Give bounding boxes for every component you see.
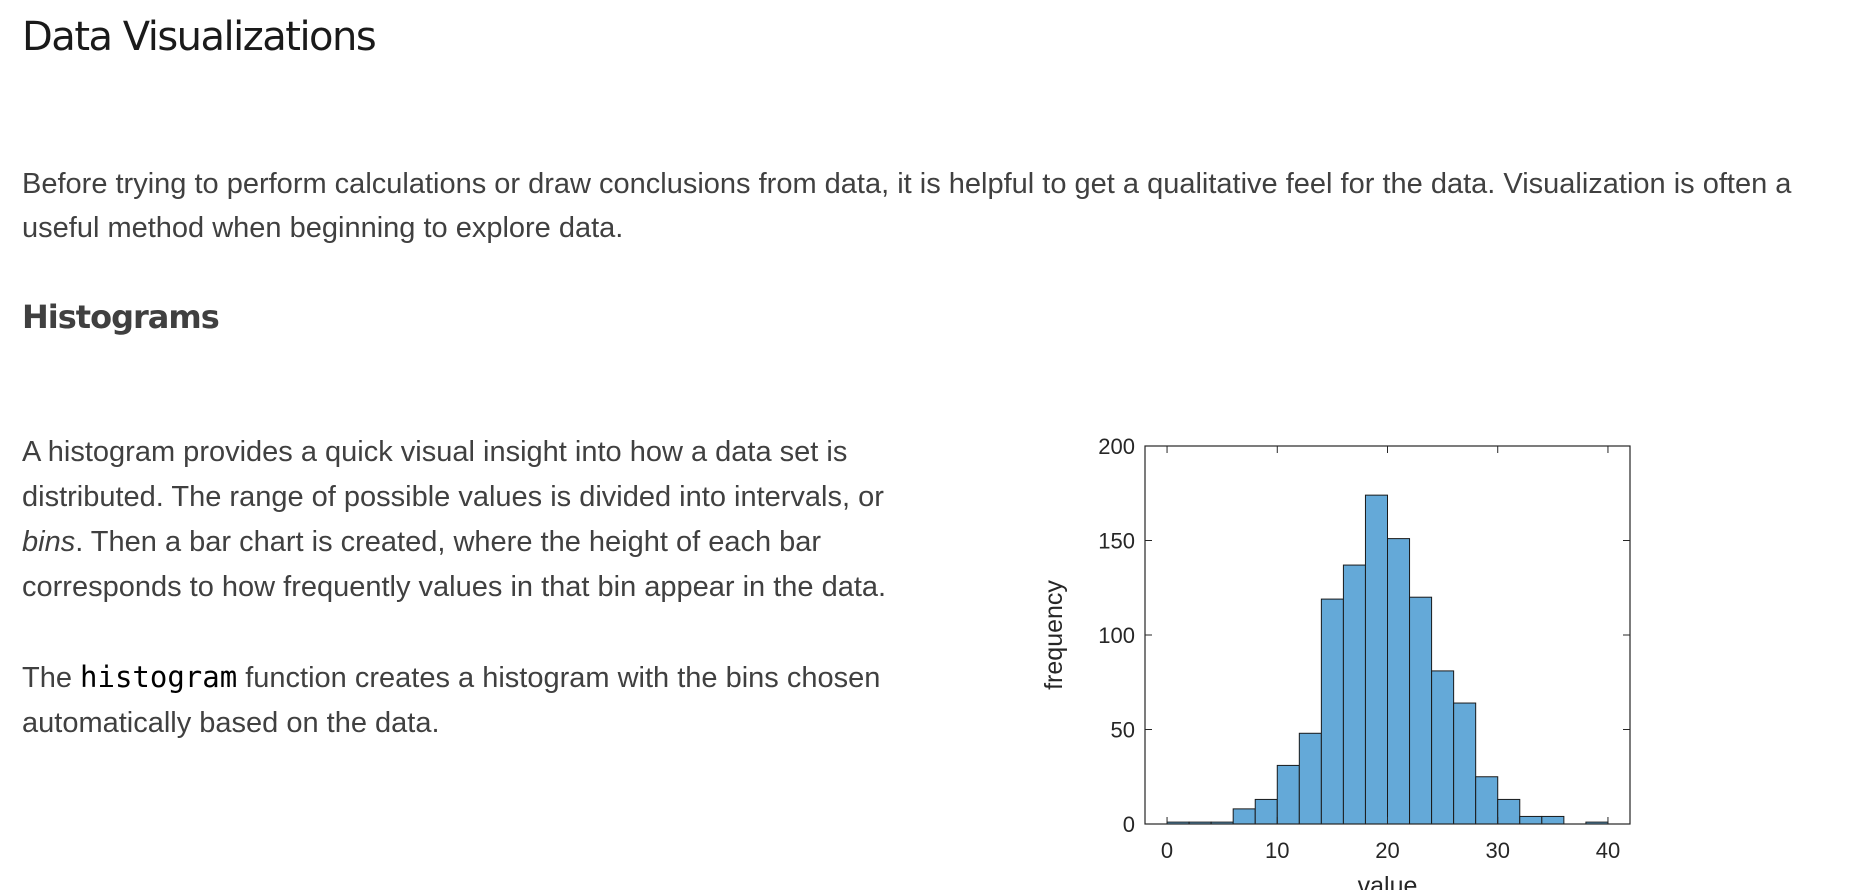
histogram-function-code: histogram [80,660,238,694]
y-tick-label: 100 [1098,623,1135,648]
para2-text-end: function creates a histogram with the bi… [22,662,881,739]
histogram-bar [1453,702,1477,825]
histogram-description: A histogram provides a quick visual insi… [22,430,942,746]
y-axis-label: frequency [1040,580,1068,690]
histogram-bar [1320,598,1344,825]
histogram-paragraph: A histogram provides a quick visual insi… [22,430,942,610]
histogram-bar [1298,732,1322,825]
histogram-function-paragraph: The histogram function creates a histogr… [22,655,942,746]
x-axis-label: value [1358,872,1418,890]
y-tick-label: 50 [1111,718,1135,743]
x-tick-label: 30 [1485,838,1509,863]
histogram-bar [1475,776,1499,825]
bars-layer [1166,494,1609,825]
y-tick-label: 0 [1123,812,1135,837]
section-title-histograms: Histograms [22,298,220,336]
histogram-bar [1387,538,1411,825]
histogram-chart: 0 10 20 30 40 0 50 100 150 200 value frequency [1040,434,1631,890]
para1-text-end: . Then a bar chart is created, where the… [22,526,887,603]
histogram-bar [1342,564,1366,825]
histogram-bar [1431,670,1455,825]
histogram-bar [1364,494,1389,825]
histogram-bar [1276,764,1300,825]
histogram-figure: 0 10 20 30 40 0 50 100 150 200 value frequency [1025,400,1635,890]
x-tick-label: 40 [1596,838,1620,863]
intro-paragraph: Before trying to perform calculations or… [22,168,1792,244]
para1-text-start: A histogram provides a quick visual insi… [22,436,884,513]
histogram-bar [1497,798,1521,825]
histogram-bar [1232,808,1256,825]
page-title: Data Visualizations [22,14,377,60]
y-tick-label: 200 [1098,434,1135,459]
ticks-layer: 0 10 20 30 40 0 50 100 150 200 [1098,434,1630,863]
x-tick-label: 0 [1161,838,1173,863]
histogram-bar [1541,815,1565,825]
para2-text-start: The [22,662,81,694]
histogram-bar [1409,596,1433,825]
x-tick-label: 10 [1265,838,1289,863]
y-tick-label: 150 [1098,529,1135,554]
x-tick-label: 20 [1375,838,1399,863]
bins-term: bins [22,526,76,558]
histogram-bar [1519,815,1543,825]
histogram-bar [1254,798,1278,825]
